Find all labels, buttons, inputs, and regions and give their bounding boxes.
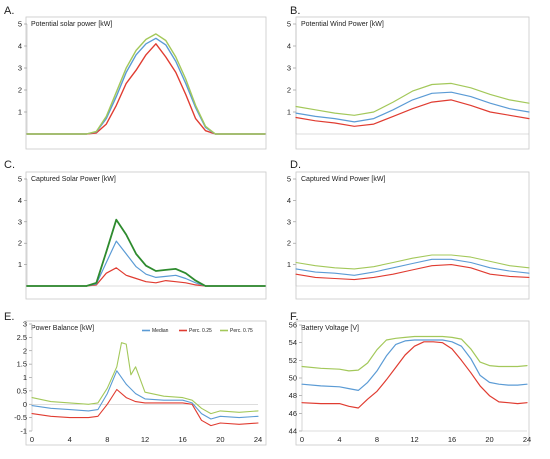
series-line-3 (295, 82, 530, 116)
y-tick-label: 2 (287, 86, 291, 95)
y-tick-label: -0.5 (14, 413, 27, 422)
x-tick-label: 16 (448, 435, 456, 444)
panel-letter: F. (290, 311, 299, 323)
series-line-3 (295, 254, 530, 270)
y-tick-label: 2 (18, 239, 22, 248)
panel-d: D.Captured Wind Power [kW] 1 2 3 4 5 (287, 159, 530, 300)
x-tick-label: 8 (105, 435, 109, 444)
y-tick-label: 54 (289, 338, 297, 347)
series-line-1 (295, 264, 530, 281)
panel-title: Potential Wind Power [kW] (301, 21, 384, 28)
panel-frame (25, 171, 267, 300)
y-tick-label: 52 (289, 356, 297, 365)
panel-frame (25, 16, 267, 150)
x-tick-label: 0 (30, 435, 34, 444)
y-tick-label: 5 (287, 175, 291, 184)
legend: Median Perc. 0.25 Perc. 0.75 (142, 328, 253, 334)
y-tick-label: 3 (18, 64, 22, 73)
y-tick-label: 4 (287, 196, 291, 205)
y-tick-label: 1 (18, 108, 22, 117)
y-tick-label: 3 (23, 320, 27, 329)
panel-letter: E. (4, 311, 14, 323)
y-tick-label: 3 (287, 64, 291, 73)
series-line-3 (26, 33, 266, 135)
series-line-2 (31, 370, 259, 420)
panel-frame (295, 171, 530, 300)
x-tick-label: 24 (254, 435, 262, 444)
panel-title: Potential solar power [kW] (31, 21, 112, 28)
panel-b: B.Potential Wind Power [kW] 1 2 3 4 5 (287, 5, 530, 150)
panel-title: Power Balance [kW] (31, 325, 94, 332)
x-tick-label: 20 (216, 435, 224, 444)
panel-title: Battery Voltage [V] (301, 325, 359, 332)
series-line-2 (301, 339, 528, 391)
panel-c: C. Captured Solar Power [kW] 1 2 3 4 5 (4, 159, 267, 300)
legend-label: Perc. 0.75 (230, 328, 253, 334)
y-tick-label: 48 (289, 391, 297, 400)
x-tick-label: 16 (178, 435, 186, 444)
x-tick-label: 12 (141, 435, 149, 444)
series-line-3 (26, 218, 266, 287)
y-tick-label: 4 (18, 42, 22, 51)
y-tick-label: 2 (18, 86, 22, 95)
panel-a: A. Potential solar power [kW] 1 2 3 4 5 (4, 5, 267, 150)
series-line-2 (295, 258, 530, 276)
series-line-3 (301, 335, 528, 372)
legend-label: Perc. 0.25 (189, 328, 212, 334)
series-line-1 (31, 388, 259, 427)
series-line-1 (301, 341, 528, 409)
series-line-1 (26, 43, 266, 135)
y-tick-label: 5 (18, 175, 22, 184)
y-tick-label: 46 (289, 409, 297, 418)
panel-letter: A. (4, 5, 14, 17)
panel-letter: B. (290, 5, 300, 17)
y-tick-label: 4 (287, 42, 291, 51)
legend-label: Median (152, 328, 169, 334)
y-tick-label: 1 (287, 260, 291, 269)
series-line-2 (295, 91, 530, 123)
series-line-1 (295, 99, 530, 127)
y-tick-label: 1 (23, 373, 27, 382)
y-tick-label: 0 (23, 400, 27, 409)
panel-frame (25, 320, 267, 446)
x-tick-label: 0 (300, 435, 304, 444)
y-tick-label: 1 (18, 260, 22, 269)
y-tick-label: 4 (18, 196, 22, 205)
y-tick-label: 3 (18, 217, 22, 226)
panel-frame (295, 16, 530, 150)
x-tick-label: 4 (68, 435, 72, 444)
y-tick-label: 2 (287, 239, 291, 248)
y-tick-label: 56 (289, 321, 297, 330)
y-tick-label: 50 (289, 374, 297, 383)
x-tick-label: 8 (375, 435, 379, 444)
panel-title: Captured Wind Power [kW] (301, 176, 385, 183)
y-tick-label: 1 (287, 108, 291, 117)
x-tick-label: 20 (485, 435, 493, 444)
panel-title: Captured Solar Power [kW] (31, 176, 116, 183)
y-tick-label: 2.5 (17, 333, 27, 342)
y-tick-label: -1 (20, 427, 27, 436)
x-tick-label: 4 (337, 435, 341, 444)
y-tick-label: 44 (289, 427, 297, 436)
x-tick-label: 12 (410, 435, 418, 444)
y-tick-label: 1.5 (17, 360, 27, 369)
panel-letter: C. (4, 159, 15, 171)
y-tick-label: 0.5 (17, 386, 27, 395)
y-tick-label: 2 (23, 346, 27, 355)
panel-e: E. Power Balance [kW] -1 -0.5 0 0.5 1 1.5 2 2.5 3 0… (4, 311, 267, 446)
y-tick-label: 5 (18, 20, 22, 29)
y-tick-label: 5 (287, 20, 291, 29)
y-tick-label: 3 (287, 217, 291, 226)
panel-letter: D. (290, 159, 301, 171)
x-tick-label: 24 (523, 435, 531, 444)
series-line-3 (31, 342, 259, 415)
